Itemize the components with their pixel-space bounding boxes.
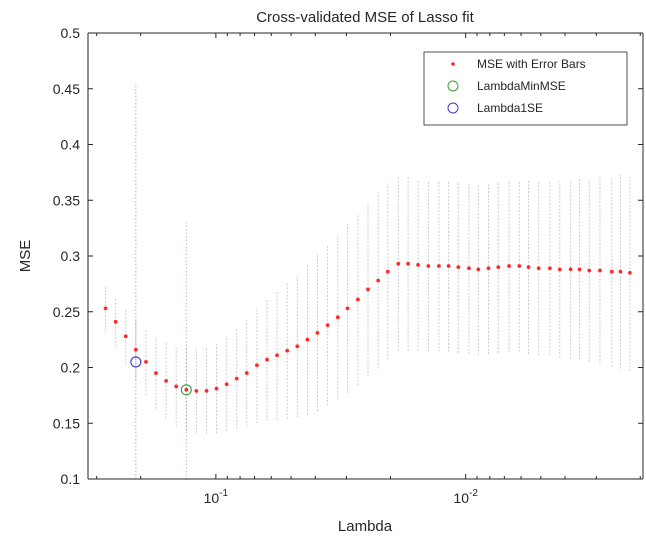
mse-point: [164, 378, 169, 383]
legend-mse-label: MSE with Error Bars: [477, 57, 586, 71]
legend-min-label: LambdaMinMSE: [477, 79, 566, 93]
mse-point: [194, 389, 199, 393]
y-axis-label: MSE: [17, 240, 34, 273]
mse-point: [335, 315, 340, 320]
mse-point: [275, 353, 279, 358]
mse-point: [255, 363, 259, 368]
mse-point: [234, 376, 239, 381]
mse-point: [174, 384, 179, 389]
mse-point: [598, 268, 602, 273]
mse-point: [345, 306, 350, 311]
mse-point: [416, 263, 421, 267]
mse-point: [366, 287, 370, 292]
mse-point: [385, 269, 390, 274]
mse-point: [103, 306, 108, 311]
mse-point: [446, 264, 451, 268]
mse-point: [123, 334, 128, 339]
y-tick-label: 0.25: [53, 304, 80, 320]
mse-points-layer: [103, 261, 632, 393]
mse-point: [295, 344, 300, 349]
mse-point: [536, 266, 541, 271]
mse-point: [507, 264, 512, 268]
y-tick-label: 0.35: [53, 192, 80, 208]
mse-point: [628, 270, 632, 275]
mse-point: [467, 266, 471, 271]
mse-point: [214, 386, 219, 391]
mse-point: [265, 357, 269, 362]
mse-point: [396, 261, 401, 266]
legend-mse-dot-icon: [451, 62, 455, 66]
mse-point: [113, 319, 118, 324]
mse-point: [406, 261, 410, 266]
y-tick-label: 0.3: [61, 248, 81, 264]
mse-point: [285, 348, 290, 353]
x-tick-label: 10-2: [453, 488, 478, 506]
mse-point: [618, 269, 623, 274]
y-tick-label: 0.1: [61, 471, 81, 487]
legend-1se-label: Lambda1SE: [477, 101, 543, 115]
mse-point: [426, 264, 431, 268]
lambda-1se-marker: [130, 356, 142, 368]
highlight-markers-layer: [130, 356, 192, 396]
chart-title: Cross-validated MSE of Lasso fit: [256, 9, 474, 26]
mse-point: [547, 266, 552, 271]
mse-point: [486, 266, 491, 271]
mse-point: [224, 382, 229, 387]
mse-point: [436, 264, 441, 268]
mse-point: [376, 278, 381, 283]
mse-point: [325, 323, 330, 328]
y-tick-label: 0.4: [61, 137, 81, 153]
mse-point: [568, 267, 573, 272]
x-axis-ticks: 10-1 10-2: [96, 33, 641, 506]
y-tick-label: 0.5: [61, 25, 81, 41]
mse-point: [244, 371, 249, 375]
mse-point: [476, 267, 481, 272]
mse-point: [144, 360, 148, 364]
mse-point: [315, 331, 320, 335]
legend-1se-circle-icon: [447, 102, 459, 114]
lambda-min-mse-marker: [180, 384, 192, 396]
y-tick-label: 0.15: [53, 415, 80, 431]
mse-point: [305, 337, 310, 342]
mse-point: [133, 347, 138, 352]
y-tick-label: 0.45: [53, 81, 80, 97]
mse-point: [204, 389, 209, 393]
mse-point: [154, 371, 158, 375]
mse-point: [356, 297, 360, 302]
mse-point: [526, 265, 531, 270]
mse-point: [587, 268, 592, 273]
y-tick-label: 0.2: [61, 360, 81, 376]
mse-point: [517, 264, 522, 268]
mse-point: [184, 387, 189, 392]
mse-point: [496, 265, 501, 270]
legend-min-circle-icon: [447, 80, 459, 92]
y-axis-ticks: 0.1 0.15 0.2 0.25 0.3 0.35 0.4 0.45 0.5: [53, 25, 643, 487]
mse-point: [577, 267, 582, 272]
legend: MSE with Error Bars LambdaMinMSE Lambda1…: [423, 51, 628, 126]
x-axis-label: Lambda: [338, 518, 393, 535]
mse-point: [456, 265, 461, 270]
x-tick-label: 10-1: [204, 488, 229, 506]
mse-point: [557, 267, 562, 272]
mse-point: [609, 269, 614, 274]
